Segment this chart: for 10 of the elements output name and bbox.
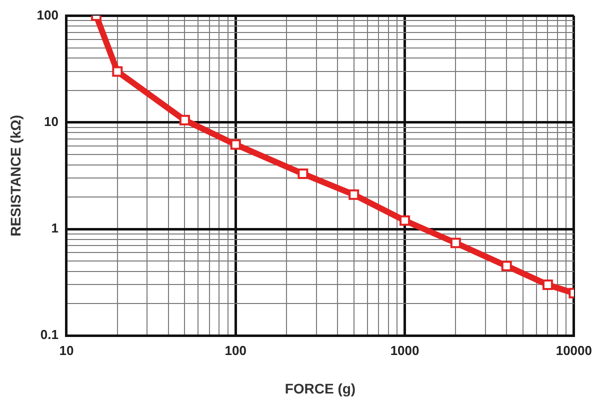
y-axis-title: RESISTANCE (kΩ)	[7, 114, 24, 236]
x-axis-title: FORCE (g)	[284, 380, 356, 396]
x-tick-label: 100	[224, 342, 246, 358]
y-tick-label: 0.1	[40, 327, 58, 342]
x-tick-label: 10	[59, 342, 74, 358]
y-tick-label: 1	[51, 220, 58, 236]
x-tick-label: 1000	[390, 342, 420, 358]
x-tick-label: 10000	[556, 342, 592, 358]
y-tick-label: 10	[44, 114, 58, 129]
y-tick-label: 100	[36, 7, 58, 22]
